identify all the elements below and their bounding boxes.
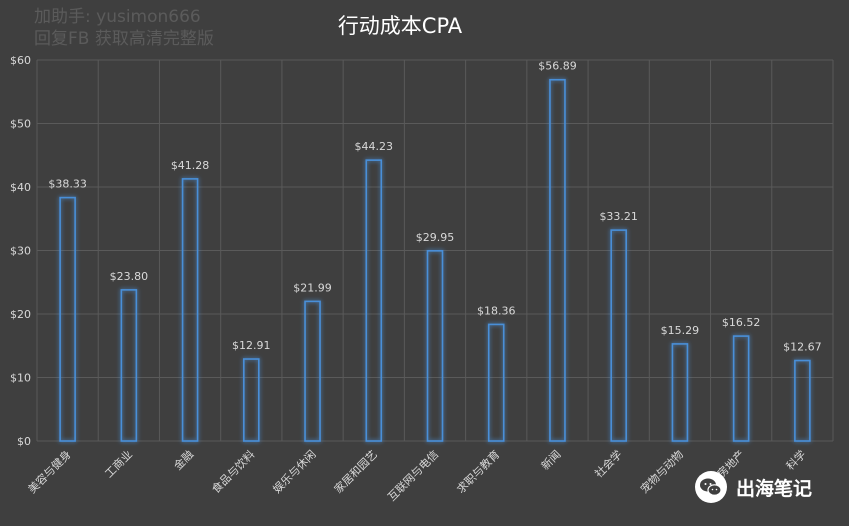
bar [304, 300, 321, 442]
bars [59, 78, 811, 442]
data-labels: $38.33 $23.80 $41.28 $12.91 $21.99 $44.23 $29.… [48, 60, 821, 354]
x-tick-label: 互联网与电信 [385, 448, 441, 504]
bar [732, 335, 750, 442]
watermark-line-1: 加助手: yusimon666 [34, 7, 201, 27]
watermark: 加助手: yusimon666 回复FB 获取高清完整版 [34, 6, 214, 50]
bar [671, 343, 689, 442]
x-tick-label: 家居和园艺 [331, 447, 380, 496]
y-tick-label: $40 [10, 181, 31, 194]
x-tick-label: 科学 [783, 447, 808, 472]
x-tick-label: 娱乐与休闲 [270, 447, 319, 496]
chart-title: 行动成本CPA [338, 14, 463, 38]
data-label: $18.36 [477, 304, 516, 317]
watermark-line-2: 回复FB 获取高清完整版 [34, 29, 214, 49]
bar [794, 359, 811, 442]
bar [181, 178, 199, 442]
bar [365, 159, 383, 442]
data-label: $56.89 [538, 60, 577, 73]
bar [59, 196, 76, 442]
data-label: $12.67 [783, 341, 822, 354]
bar [487, 323, 505, 442]
bar [549, 78, 566, 442]
data-label: $38.33 [48, 178, 87, 191]
data-label: $12.91 [232, 339, 271, 352]
bar [426, 250, 444, 442]
x-tick-label: 美容与健身 [25, 447, 74, 496]
data-label: $44.23 [355, 140, 394, 153]
data-label: $29.95 [416, 231, 455, 244]
x-axis-ticks: 美容与健身 工商业 金融 食品与饮料 娱乐与休闲 家居和园艺 互联网与电信 求职与教育 新闻 社会… [25, 447, 809, 504]
y-tick-label: $30 [10, 245, 31, 258]
bar [243, 358, 260, 442]
wechat-icon [695, 471, 727, 503]
data-label: $16.52 [722, 316, 761, 329]
data-label: $15.29 [661, 324, 700, 337]
x-tick-label: 新闻 [538, 447, 563, 472]
data-label: $33.21 [599, 210, 638, 223]
y-axis-ticks: $0 $10 $20 $30 $40 $50 $60 [10, 54, 31, 448]
bar [120, 289, 138, 442]
y-tick-label: $0 [17, 435, 31, 448]
y-tick-label: $20 [10, 308, 31, 321]
gridlines [36, 59, 834, 442]
y-tick-label: $60 [10, 54, 31, 67]
y-tick-label: $10 [10, 372, 31, 385]
brand-badge: 出海笔记 [694, 470, 812, 504]
data-label: $41.28 [171, 159, 210, 172]
data-label: $21.99 [293, 281, 332, 294]
x-tick-label: 求职与教育 [454, 447, 503, 496]
x-tick-label: 食品与饮料 [209, 447, 258, 496]
x-tick-label: 工商业 [102, 447, 135, 480]
x-tick-label: 金融 [171, 447, 196, 472]
data-label: $23.80 [110, 270, 149, 283]
x-tick-label: 社会学 [592, 447, 625, 480]
bar [610, 229, 627, 442]
y-tick-label: $50 [10, 118, 31, 131]
brand-name: 出海笔记 [736, 477, 813, 500]
x-tick-label: 宠物与动物 [637, 447, 686, 496]
